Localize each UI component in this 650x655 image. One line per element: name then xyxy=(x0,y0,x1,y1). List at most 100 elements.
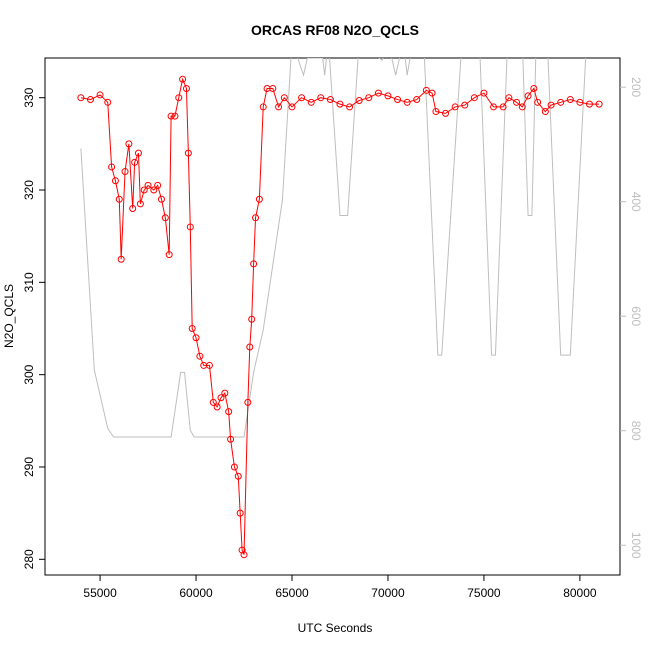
data-point xyxy=(470,94,478,102)
data-point xyxy=(182,84,190,92)
data-point xyxy=(125,140,133,148)
data-point xyxy=(248,315,256,323)
data-point xyxy=(499,103,507,111)
data-point xyxy=(234,472,242,480)
data-point xyxy=(280,94,288,102)
data-point xyxy=(175,94,183,102)
data-point xyxy=(121,168,129,176)
y2-tick-label: 800 xyxy=(629,421,643,441)
data-point xyxy=(346,103,354,111)
data-point xyxy=(307,98,315,106)
data-point xyxy=(108,163,116,171)
data-point xyxy=(77,94,85,102)
data-point xyxy=(96,91,104,99)
data-point xyxy=(131,158,139,166)
data-point xyxy=(585,100,593,108)
data-point xyxy=(246,343,254,351)
data-point xyxy=(184,149,192,157)
data-point xyxy=(384,92,392,100)
data-point xyxy=(192,334,200,342)
y2-tick-label: 400 xyxy=(629,192,643,212)
data-point xyxy=(461,101,469,109)
data-point xyxy=(104,98,112,106)
chart-title: ORCAS RF08 N2O_QCLS xyxy=(251,22,419,38)
data-point xyxy=(513,98,521,106)
data-point xyxy=(442,109,450,117)
data-point xyxy=(524,92,532,100)
y-tick-label: 300 xyxy=(22,364,36,384)
data-point xyxy=(161,214,169,222)
data-point xyxy=(413,96,421,104)
y2-tick-label: 200 xyxy=(629,77,643,97)
x-tick-label: 65000 xyxy=(275,586,309,600)
data-point xyxy=(86,96,94,104)
data-point xyxy=(154,181,162,189)
data-point xyxy=(129,204,137,212)
data-point xyxy=(179,75,187,83)
plot-area xyxy=(77,58,603,559)
data-point xyxy=(213,403,221,411)
data-point xyxy=(186,223,194,231)
y-axis-title: N2O_QCLS xyxy=(2,284,16,348)
data-point xyxy=(167,112,175,120)
data-point xyxy=(140,186,148,194)
data-point xyxy=(490,103,498,111)
data-point xyxy=(288,103,296,111)
data-point xyxy=(115,195,123,203)
data-point xyxy=(250,260,258,268)
data-point xyxy=(326,96,334,104)
series-line xyxy=(80,58,587,438)
data-point xyxy=(269,84,277,92)
x-tick-label: 55000 xyxy=(83,586,117,600)
data-point xyxy=(557,98,565,106)
data-point xyxy=(336,100,344,108)
data-point xyxy=(355,96,363,104)
data-point xyxy=(196,352,204,360)
data-point xyxy=(365,94,373,102)
data-point xyxy=(547,101,555,109)
y-tick-label: 330 xyxy=(22,87,36,107)
data-point xyxy=(221,389,229,397)
x-tick-label: 60000 xyxy=(179,586,213,600)
y-tick-label: 310 xyxy=(22,272,36,292)
data-point xyxy=(136,200,144,208)
data-point xyxy=(165,251,173,259)
data-point xyxy=(240,551,248,559)
data-point xyxy=(374,89,382,97)
data-point xyxy=(255,195,263,203)
data-point xyxy=(432,108,440,116)
x-tick-label: 75000 xyxy=(467,586,501,600)
data-point xyxy=(117,255,125,263)
data-point xyxy=(394,96,402,104)
data-point xyxy=(480,89,488,97)
data-point xyxy=(298,94,306,102)
data-point xyxy=(225,408,233,416)
data-point xyxy=(244,398,252,406)
data-point xyxy=(518,103,526,111)
data-point xyxy=(111,177,119,185)
data-point xyxy=(595,100,603,108)
y-tick-label: 280 xyxy=(22,549,36,569)
data-point xyxy=(317,94,325,102)
data-point xyxy=(451,103,459,111)
data-point xyxy=(144,181,152,189)
data-point xyxy=(217,394,225,402)
data-point xyxy=(566,96,574,104)
data-point xyxy=(188,325,196,333)
x-tick-label: 80000 xyxy=(563,586,597,600)
data-point xyxy=(403,98,411,106)
data-point xyxy=(157,195,165,203)
series-line xyxy=(80,77,600,555)
y-tick-label: 290 xyxy=(22,457,36,477)
data-point xyxy=(238,546,246,554)
data-point xyxy=(227,435,235,443)
data-point xyxy=(150,186,158,194)
data-point xyxy=(134,149,142,157)
y2-tick-label: 600 xyxy=(629,306,643,326)
data-point xyxy=(171,112,179,120)
data-point xyxy=(209,398,217,406)
data-point xyxy=(275,103,283,111)
data-point xyxy=(230,463,238,471)
y2-tick-label: 1000 xyxy=(629,532,643,559)
